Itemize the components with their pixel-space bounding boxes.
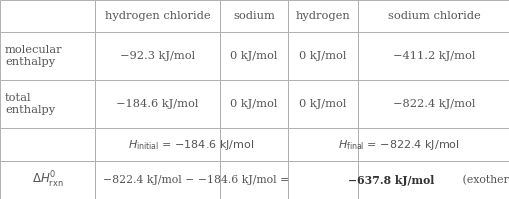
Bar <box>219 0 288 32</box>
Bar <box>219 32 288 80</box>
Text: −184.6 kJ/mol: −184.6 kJ/mol <box>116 99 199 109</box>
Text: sodium chloride: sodium chloride <box>387 11 479 21</box>
Bar <box>95 80 219 128</box>
Bar <box>357 161 509 199</box>
Bar <box>95 32 219 80</box>
Bar <box>357 128 509 161</box>
Text: $\mathit{H}_\mathrm{final}$ = −822.4 kJ/mol: $\mathit{H}_\mathrm{final}$ = −822.4 kJ/… <box>337 138 459 151</box>
Bar <box>288 161 357 199</box>
Bar <box>0 32 95 80</box>
Text: 0 kJ/mol: 0 kJ/mol <box>230 51 277 61</box>
Text: $\Delta H^0_\mathrm{rxn}$: $\Delta H^0_\mathrm{rxn}$ <box>32 170 63 190</box>
Text: 0 kJ/mol: 0 kJ/mol <box>299 99 346 109</box>
Bar <box>288 128 357 161</box>
Bar <box>219 128 288 161</box>
Text: 0 kJ/mol: 0 kJ/mol <box>230 99 277 109</box>
Bar <box>0 128 95 161</box>
Bar <box>357 0 509 32</box>
Text: −637.8 kJ/mol: −637.8 kJ/mol <box>347 175 433 185</box>
Text: molecular
enthalpy: molecular enthalpy <box>5 45 63 67</box>
Bar <box>357 80 509 128</box>
Text: $\mathit{H}_\mathrm{initial}$ = −184.6 kJ/mol: $\mathit{H}_\mathrm{initial}$ = −184.6 k… <box>128 138 254 151</box>
Bar <box>0 161 95 199</box>
Bar <box>219 161 288 199</box>
Text: −822.4 kJ/mol: −822.4 kJ/mol <box>392 99 474 109</box>
Bar <box>288 80 357 128</box>
Text: −411.2 kJ/mol: −411.2 kJ/mol <box>392 51 474 61</box>
Text: (exothermic): (exothermic) <box>459 175 509 185</box>
Bar <box>219 80 288 128</box>
Text: sodium: sodium <box>233 11 274 21</box>
Bar <box>288 0 357 32</box>
Bar <box>0 0 95 32</box>
Bar <box>95 128 219 161</box>
Text: total
enthalpy: total enthalpy <box>5 93 55 115</box>
Text: hydrogen: hydrogen <box>295 11 350 21</box>
Text: 0 kJ/mol: 0 kJ/mol <box>299 51 346 61</box>
Text: −822.4 kJ/mol − −184.6 kJ/mol =: −822.4 kJ/mol − −184.6 kJ/mol = <box>103 175 292 185</box>
Bar <box>288 32 357 80</box>
Bar <box>357 32 509 80</box>
Bar <box>95 161 219 199</box>
Text: −92.3 kJ/mol: −92.3 kJ/mol <box>120 51 194 61</box>
Bar <box>95 0 219 32</box>
Bar <box>0 80 95 128</box>
Text: hydrogen chloride: hydrogen chloride <box>104 11 210 21</box>
